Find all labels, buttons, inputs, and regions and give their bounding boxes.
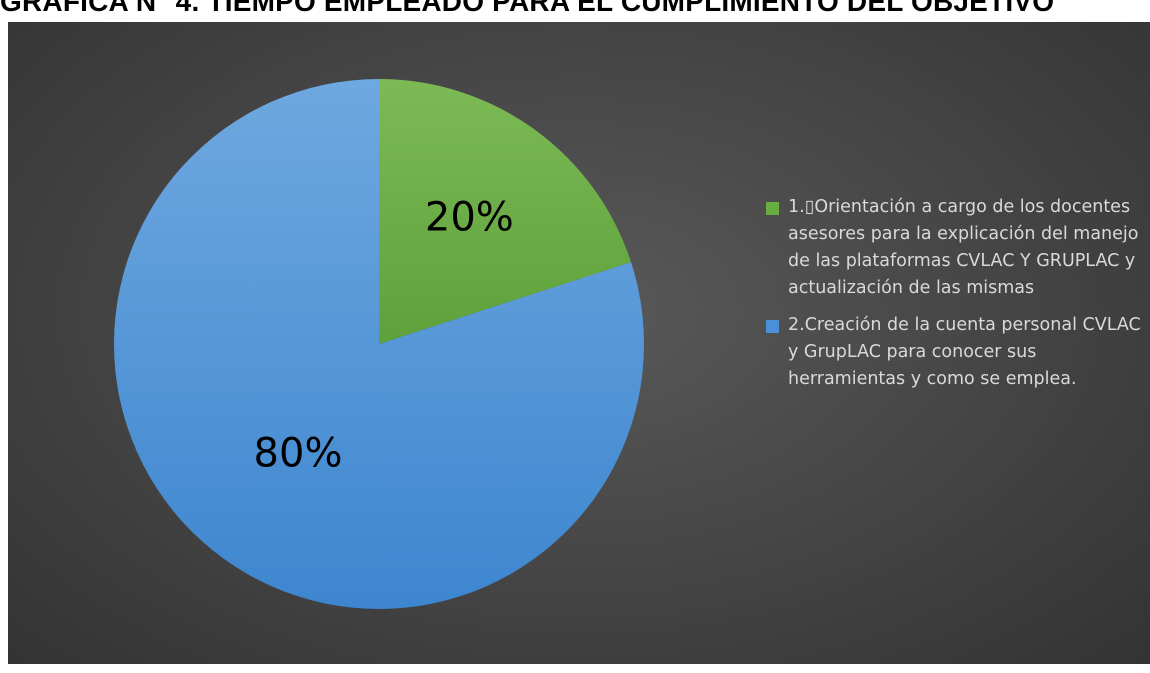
data-label-2: 80% (254, 430, 343, 476)
chart-title: GRAFICA N° 4. TIEMPO EMPLEADO PARA EL CU… (0, 0, 1055, 17)
legend-swatch-green (766, 202, 779, 215)
legend-label-2: 2.Creación de la cuenta personal CVLAC y… (788, 315, 1141, 389)
pie-slice-1 (379, 79, 632, 344)
pie-slice-2 (114, 79, 645, 610)
data-label-1: 20% (425, 195, 514, 241)
pie-chart: 20% 80% (114, 79, 645, 610)
legend-label-1: 1.▯Orientación a cargo de los docentes a… (788, 197, 1139, 298)
legend-item-1: 1.▯Orientación a cargo de los docentes a… (766, 194, 1146, 302)
chart-area: 20% 80% 1.▯Orientación a cargo de los doc… (8, 22, 1150, 664)
legend-item-2: 2.Creación de la cuenta personal CVLAC y… (766, 312, 1146, 393)
legend-swatch-blue (766, 320, 779, 333)
legend: 1.▯Orientación a cargo de los docentes a… (766, 194, 1146, 403)
